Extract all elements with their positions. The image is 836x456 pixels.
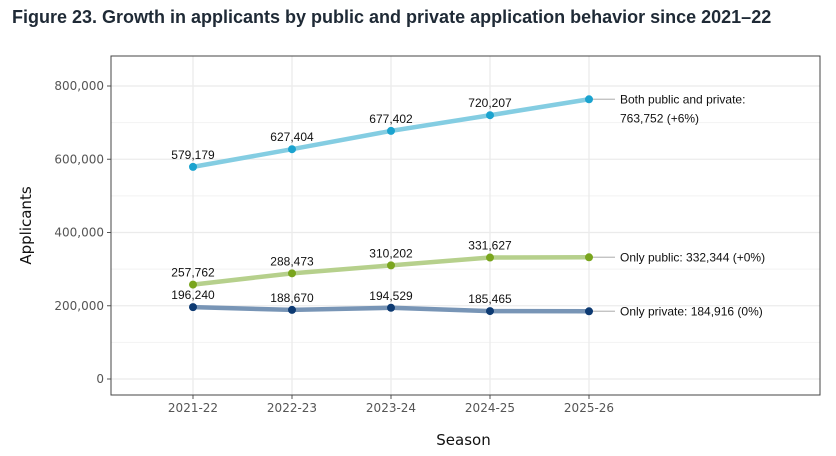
data-point-both bbox=[585, 95, 593, 104]
end-label-both: 763,752 (+6%) bbox=[620, 111, 699, 125]
data-label-public: 331,627 bbox=[468, 239, 512, 253]
x-tick-label: 2022-23 bbox=[267, 401, 317, 415]
y-tick-label: 600,000 bbox=[54, 152, 104, 166]
x-tick-label: 2025-26 bbox=[564, 401, 614, 415]
end-label-both: Both public and private: bbox=[620, 92, 745, 106]
x-tick-label: 2023-24 bbox=[366, 401, 416, 415]
data-point-public bbox=[486, 253, 494, 262]
y-tick-label: 200,000 bbox=[54, 299, 104, 313]
data-label-public: 310,202 bbox=[369, 246, 413, 260]
data-label-private: 194,529 bbox=[369, 289, 413, 303]
data-point-private bbox=[387, 303, 395, 312]
data-point-public bbox=[387, 261, 395, 270]
data-point-both bbox=[387, 126, 395, 135]
y-tick-label: 0 bbox=[96, 372, 104, 386]
data-label-public: 288,473 bbox=[270, 254, 314, 268]
x-tick-label: 2021-22 bbox=[168, 401, 218, 415]
data-label-both: 720,207 bbox=[468, 96, 512, 110]
plot-panel-border bbox=[110, 55, 821, 396]
data-label-both: 677,402 bbox=[369, 112, 413, 126]
data-label-private: 188,670 bbox=[270, 291, 314, 305]
y-tick-label: 400,000 bbox=[54, 226, 104, 240]
y-tick-label: 800,000 bbox=[54, 79, 104, 93]
data-point-both bbox=[486, 111, 494, 120]
data-point-private bbox=[189, 303, 197, 312]
data-point-private bbox=[585, 307, 593, 316]
figure-title: Figure 23. Growth in applicants by publi… bbox=[12, 7, 772, 27]
data-point-both bbox=[288, 145, 296, 154]
data-point-private bbox=[486, 307, 494, 316]
data-point-private bbox=[288, 305, 296, 314]
data-label-both: 627,404 bbox=[270, 130, 314, 144]
data-point-public bbox=[189, 280, 197, 289]
end-label-private: Only private: 184,916 (0%) bbox=[620, 304, 763, 318]
x-axis-title: Season bbox=[436, 431, 490, 449]
data-label-private: 196,240 bbox=[171, 288, 215, 302]
data-point-public bbox=[585, 253, 593, 262]
data-point-public bbox=[288, 269, 296, 278]
end-label-public: Only public: 332,344 (+0%) bbox=[620, 250, 765, 264]
y-axis-title: Applicants bbox=[17, 186, 35, 264]
data-label-public: 257,762 bbox=[171, 266, 215, 280]
data-label-private: 185,465 bbox=[468, 292, 512, 306]
data-label-both: 579,179 bbox=[171, 148, 215, 162]
data-point-both bbox=[189, 162, 197, 171]
x-tick-label: 2024-25 bbox=[465, 401, 515, 415]
